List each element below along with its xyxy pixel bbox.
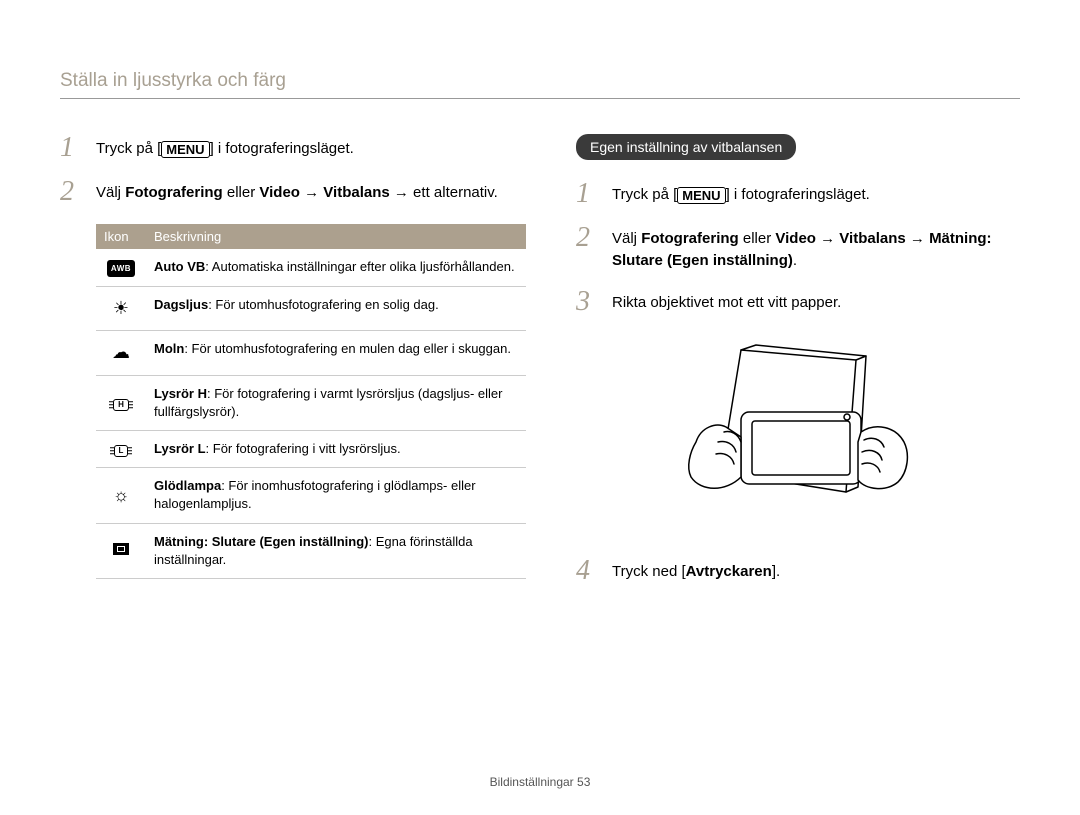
right-step-3: 3 Rikta objektivet mot ett vitt papper. <box>576 288 1020 316</box>
step-number: 2 <box>576 224 600 272</box>
table-row: H Lysrör H: För fotografering i varmt lys… <box>96 375 526 430</box>
desc-cell: Lysrör L: För fotografering i vitt lysrö… <box>146 430 526 467</box>
right-column: Egen inställning av vitbalansen 1 Tryck … <box>576 134 1020 601</box>
step-number: 3 <box>576 288 600 316</box>
step-text: Välj Fotografering eller Video → Vitbala… <box>96 178 498 206</box>
t: Vitbalans <box>839 230 905 247</box>
icon-cell: ☁ <box>96 331 146 375</box>
left-step-1: 1 Tryck på [MENU] i fotograferingsläget. <box>60 134 526 162</box>
icon-cell: ☼ <box>96 468 146 523</box>
icon-cell: AWB <box>96 249 146 287</box>
desc-cell: Dagsljus: För utomhusfotografering en so… <box>146 287 526 331</box>
desc-rest: : Automatiska inställningar efter olika … <box>205 259 514 274</box>
step-number: 1 <box>576 180 600 208</box>
t: Fotografering <box>641 230 739 247</box>
t: ]. <box>772 563 780 580</box>
page-footer: Bildinställningar 53 <box>0 775 1080 789</box>
icon-cell <box>96 523 146 578</box>
weather-icon: ☁ <box>112 340 130 365</box>
step-text: Rikta objektivet mot ett vitt papper. <box>612 288 841 316</box>
table-row: ☁ Moln: För utomhusfotografering en mulen… <box>96 331 526 375</box>
step-number: 4 <box>576 557 600 585</box>
t: Välj <box>612 230 641 247</box>
section-pill: Egen inställning av vitbalansen <box>576 134 796 160</box>
t: Välj <box>96 184 125 201</box>
t: eller <box>739 230 776 247</box>
t: → <box>816 230 839 247</box>
content-columns: 1 Tryck på [MENU] i fotograferingsläget.… <box>60 134 1020 601</box>
text-before: Tryck på [ <box>96 140 161 157</box>
t: → <box>906 230 929 247</box>
awb-icon: AWB <box>107 260 135 277</box>
icon-cell: H <box>96 375 146 430</box>
desc-rest: : För fotografering i vitt lysrörsljus. <box>206 441 401 456</box>
text-before: Tryck på [ <box>612 186 677 203</box>
desc-bold: Glödlampa <box>154 478 221 493</box>
text-after: ] i fotograferingsläget. <box>210 140 354 157</box>
t: Vitbalans <box>323 184 389 201</box>
desc-rest: : För fotografering i varmt lysrörsljus … <box>154 386 502 419</box>
desc-rest: : För utomhusfotografering en mulen dag … <box>184 341 511 356</box>
step-text: Tryck på [MENU] i fotograferingsläget. <box>612 180 870 208</box>
table-row: ☼ Glödlampa: För inomhusfotografering i g… <box>96 468 526 523</box>
desc-cell: Lysrör H: För fotografering i varmt lysr… <box>146 375 526 430</box>
footer-page: 53 <box>577 775 590 789</box>
table-row: AWB Auto VB: Automatiska inställningar ef… <box>96 249 526 287</box>
t: Video <box>775 230 816 247</box>
custom-measure-icon <box>113 543 129 555</box>
icon-cell: ☀ <box>96 287 146 331</box>
weather-icon: ☀ <box>113 296 129 321</box>
t: → ett alternativ. <box>390 184 498 201</box>
right-step-1: 1 Tryck på [MENU] i fotograferingsläget. <box>576 180 1020 208</box>
desc-cell: Glödlampa: För inomhusfotografering i gl… <box>146 468 526 523</box>
icon-cell: L <box>96 430 146 467</box>
t: → <box>300 184 323 201</box>
step-text: Välj Fotografering eller Video → Vitbala… <box>612 224 1020 272</box>
desc-bold: Dagsljus <box>154 297 208 312</box>
step-text: Tryck ned [Avtryckaren]. <box>612 557 780 585</box>
th-icon: Ikon <box>96 224 146 249</box>
fluorescent-icon: L <box>114 445 129 457</box>
table-row: L Lysrör L: För fotografering i vitt lysr… <box>96 430 526 467</box>
desc-bold: Auto VB <box>154 259 205 274</box>
weather-icon: ☼ <box>113 483 130 508</box>
t: Video <box>259 184 300 201</box>
desc-bold: Moln <box>154 341 184 356</box>
desc-cell: Moln: För utomhusfotografering en mulen … <box>146 331 526 375</box>
footer-label: Bildinställningar <box>490 775 574 789</box>
white-balance-table: Ikon Beskrivning AWB Auto VB: Automatiska… <box>96 224 526 579</box>
step-number: 2 <box>60 178 84 206</box>
th-desc: Beskrivning <box>146 224 526 249</box>
wb-table-body: AWB Auto VB: Automatiska inställningar ef… <box>96 249 526 578</box>
t: Fotografering <box>125 184 223 201</box>
menu-button-label: MENU <box>677 187 725 204</box>
text-after: ] i fotograferingsläget. <box>726 186 870 203</box>
right-step-2: 2 Välj Fotografering eller Video → Vitba… <box>576 224 1020 272</box>
page-title: Ställa in ljusstyrka och färg <box>60 70 1020 99</box>
desc-bold: Mätning: Slutare (Egen inställning) <box>154 534 369 549</box>
t: . <box>793 252 797 269</box>
t: Avtryckaren <box>686 563 772 580</box>
left-column: 1 Tryck på [MENU] i fotograferingsläget.… <box>60 134 526 601</box>
desc-rest: : För utomhusfotografering en solig dag. <box>208 297 439 312</box>
step-text: Tryck på [MENU] i fotograferingsläget. <box>96 134 354 162</box>
left-step-2: 2 Välj Fotografering eller Video → Vitba… <box>60 178 526 206</box>
right-step-4: 4 Tryck ned [Avtryckaren]. <box>576 557 1020 585</box>
desc-cell: Mätning: Slutare (Egen inställning): Egn… <box>146 523 526 578</box>
t: Tryck ned [ <box>612 563 686 580</box>
table-row: ☀ Dagsljus: För utomhusfotografering en s… <box>96 287 526 331</box>
step-number: 1 <box>60 134 84 162</box>
fluorescent-icon: H <box>113 399 129 411</box>
menu-button-label: MENU <box>161 141 209 158</box>
desc-bold: Lysrör H <box>154 386 207 401</box>
camera-paper-illustration <box>646 342 926 542</box>
table-row: Mätning: Slutare (Egen inställning): Egn… <box>96 523 526 578</box>
desc-cell: Auto VB: Automatiska inställningar efter… <box>146 249 526 287</box>
t: eller <box>223 184 260 201</box>
desc-bold: Lysrör L <box>154 441 206 456</box>
